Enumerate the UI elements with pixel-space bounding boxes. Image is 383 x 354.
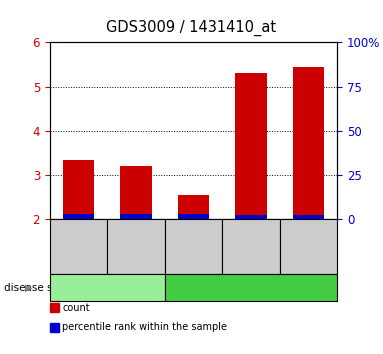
Text: GSM236995: GSM236995 — [131, 219, 141, 274]
Text: disease state: disease state — [4, 282, 73, 293]
Bar — [293, 215, 324, 219]
Text: percentile rank within the sample: percentile rank within the sample — [62, 322, 227, 332]
Bar — [293, 67, 324, 219]
Text: GSM236994: GSM236994 — [74, 219, 83, 274]
Bar — [120, 214, 152, 219]
Bar — [178, 214, 209, 219]
Bar — [235, 74, 267, 219]
Bar — [63, 160, 94, 219]
Text: GSM236998: GSM236998 — [304, 219, 313, 274]
Bar — [235, 215, 267, 219]
Bar — [178, 195, 209, 219]
Bar — [120, 166, 152, 219]
Text: control: control — [89, 282, 125, 293]
Text: medulloblastoma: medulloblastoma — [206, 282, 296, 293]
Text: GDS3009 / 1431410_at: GDS3009 / 1431410_at — [106, 19, 277, 36]
Text: count: count — [62, 303, 90, 313]
Text: ▶: ▶ — [25, 282, 33, 293]
Text: GSM236996: GSM236996 — [189, 219, 198, 274]
Bar — [63, 214, 94, 219]
Text: GSM236997: GSM236997 — [246, 219, 255, 274]
